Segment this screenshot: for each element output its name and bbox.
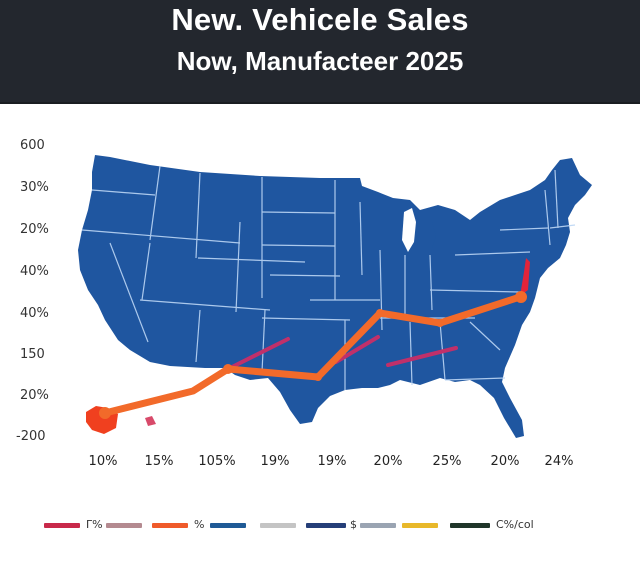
legend-label: C%/col <box>496 518 534 531</box>
magenta-lines <box>226 335 458 371</box>
x-tick: 10% <box>88 454 118 469</box>
x-tick: 25% <box>432 454 462 469</box>
legend-swatch <box>402 523 438 528</box>
y-tick: 40% <box>20 306 49 321</box>
series-line-magenta-central <box>334 335 380 364</box>
y-tick: 40% <box>20 264 49 279</box>
orange-markers <box>99 291 527 419</box>
y-tick: 150 <box>20 347 45 362</box>
x-tick: 105% <box>198 454 236 469</box>
y-tick: 600 <box>20 138 45 153</box>
legend-label: Γ% <box>86 518 103 531</box>
y-tick: -200 <box>16 429 46 444</box>
x-tick: 19% <box>260 454 290 469</box>
y-tick: 20% <box>20 222 49 237</box>
x-tick: 20% <box>490 454 520 469</box>
x-tick: 19% <box>317 454 347 469</box>
x-tick: 24% <box>544 454 574 469</box>
x-tick: 15% <box>144 454 174 469</box>
y-tick: 30% <box>20 180 49 195</box>
chart-header: New. Vehicele Sales Now, Manufacteer 202… <box>0 0 640 104</box>
chart-title: New. Vehicele Sales <box>171 2 469 37</box>
legend-swatch <box>210 523 246 528</box>
x-tick: 20% <box>373 454 403 469</box>
series-line-magenta-south <box>386 346 458 367</box>
legend-swatch <box>44 523 80 528</box>
state-borders <box>81 165 576 390</box>
legend-label: % <box>194 518 205 531</box>
legend-swatch <box>360 523 396 528</box>
legend-swatch <box>306 523 346 528</box>
legend-swatch <box>450 523 490 528</box>
legend-swatch <box>260 523 296 528</box>
legend-label: $ <box>350 518 357 531</box>
y-tick: 20% <box>20 388 49 403</box>
legend-swatch <box>152 523 188 528</box>
series-line-magenta-west <box>226 337 290 371</box>
chart-subtitle: Now, Manufacteer 2025 <box>176 46 464 76</box>
legend-swatch <box>106 523 142 528</box>
red-northeast-line <box>520 258 530 296</box>
